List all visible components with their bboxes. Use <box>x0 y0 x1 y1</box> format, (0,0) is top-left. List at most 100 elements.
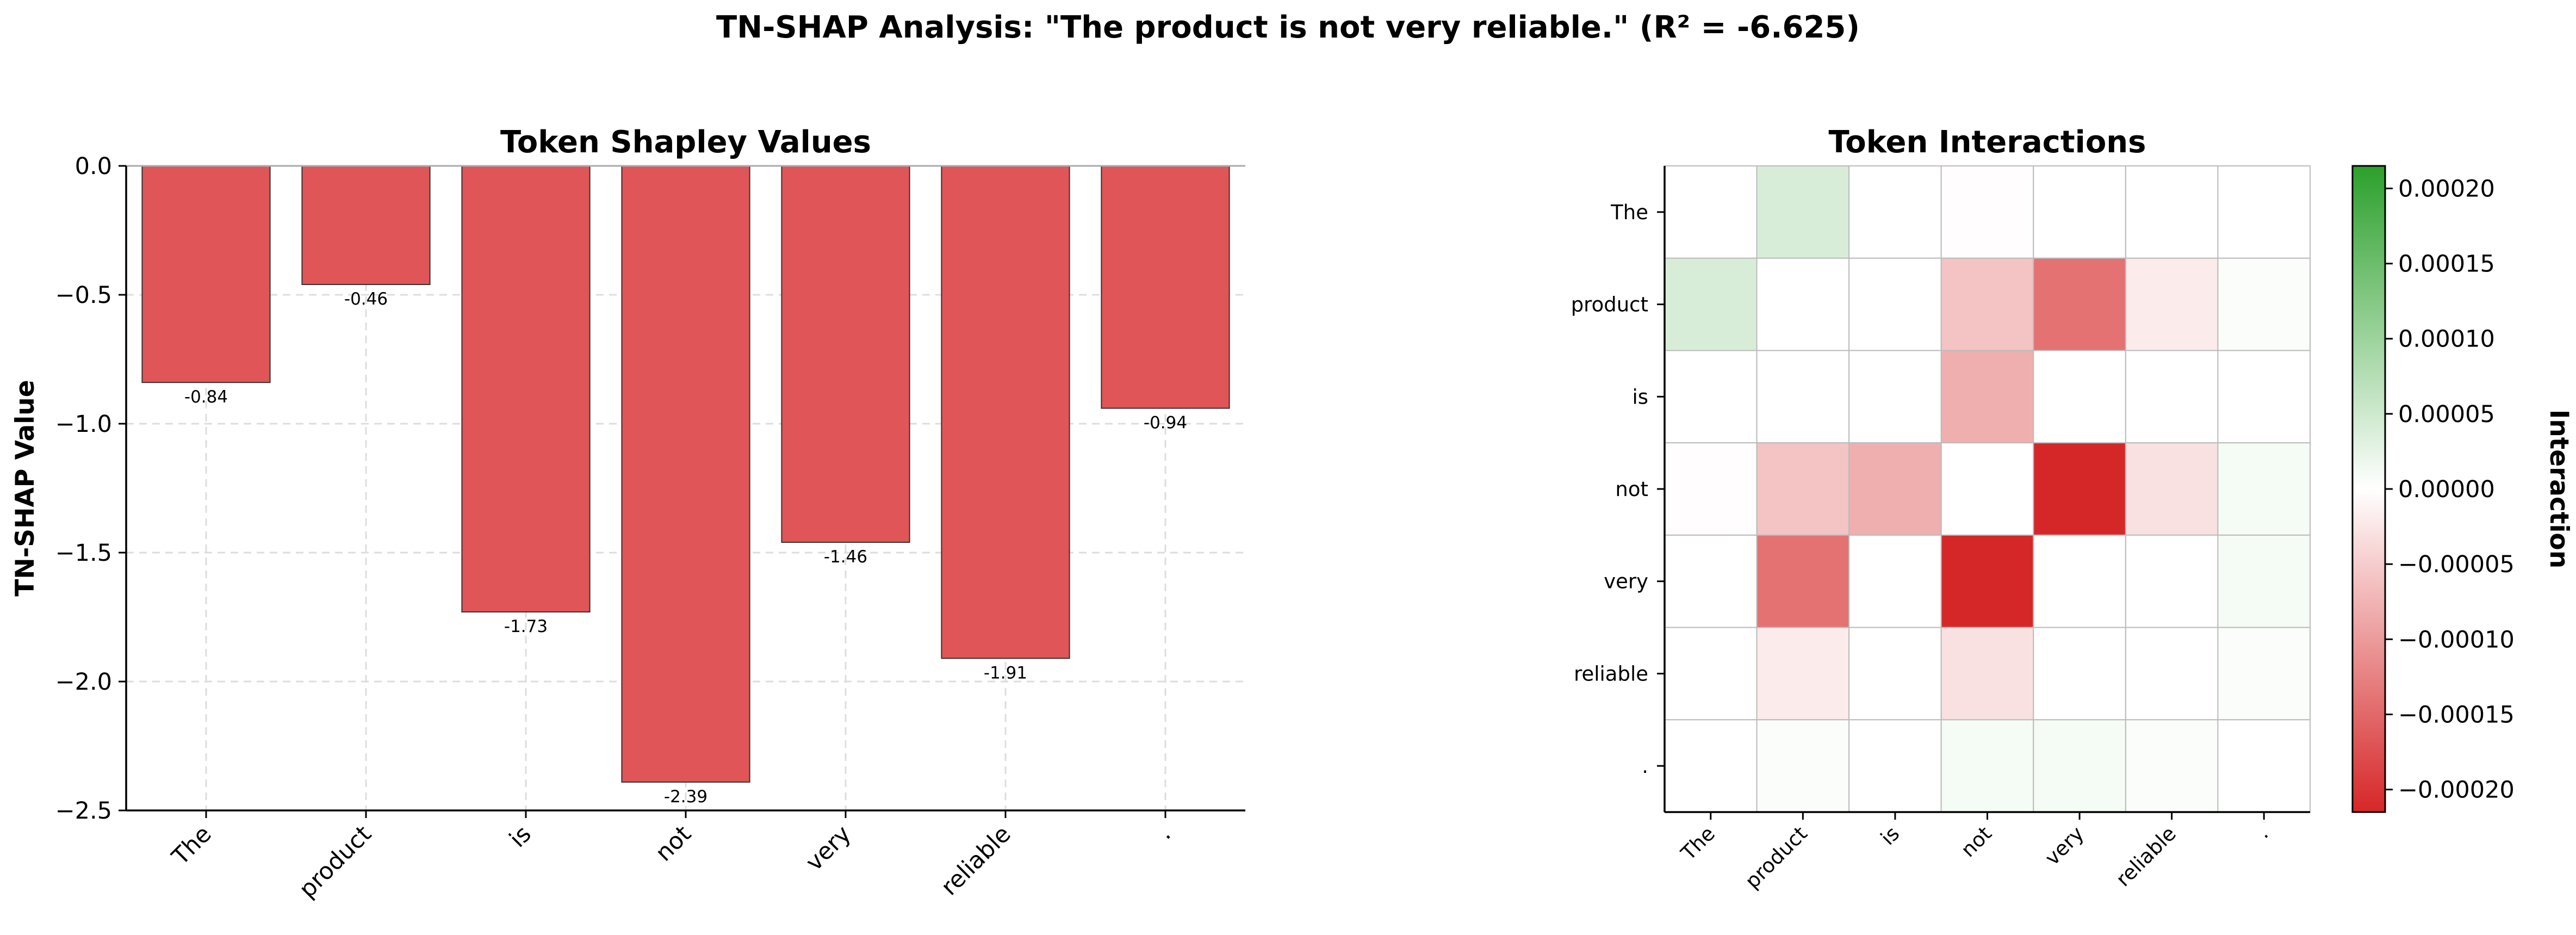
heatmap-cell <box>1940 627 2034 721</box>
heatmap-cell <box>2217 442 2311 536</box>
heatmap-cell <box>1848 350 1942 444</box>
heatmap-cell <box>1848 442 1942 536</box>
colorbar-tick-label: 0.00000 <box>2398 476 2495 503</box>
heatmap-cell <box>2217 350 2311 444</box>
colorbar-tick-label: 0.00010 <box>2398 326 2495 353</box>
heatmap-cell <box>2217 719 2311 813</box>
colorbar-tick-label: −0.00005 <box>2398 551 2515 578</box>
heatmap-cell <box>1756 350 1850 444</box>
heatmap-cell <box>2217 534 2311 628</box>
colorbar: 0.00020 0.00015 0.00010 0.00005 0.00000 −0.00… <box>2351 165 2574 813</box>
y-tick-label: 0.0 <box>75 153 112 180</box>
x-tick-label: very <box>800 820 856 876</box>
x-tick-label: . <box>1152 820 1176 845</box>
heatmap-cell <box>2217 257 2311 351</box>
heatmap-cell <box>2033 442 2126 536</box>
heatmap-row-label: . <box>1642 754 1648 778</box>
y-tick-label: −1.5 <box>55 540 112 567</box>
heatmap-cell <box>2217 627 2311 721</box>
heatmap-cell <box>1756 719 1850 813</box>
heatmap-col-label: very <box>2040 822 2088 870</box>
heatmap-cell <box>2125 442 2219 536</box>
heatmap-cell <box>1664 350 1758 444</box>
heatmap-cell <box>1848 719 1942 813</box>
heatmap-col-label: product <box>1741 822 1812 893</box>
heatmap-col-label: is <box>1876 822 1904 850</box>
heatmap-cell <box>1940 350 2034 444</box>
heatmap-cell <box>1848 257 1942 351</box>
bar-value-label: -0.84 <box>184 387 228 407</box>
bar <box>141 165 271 383</box>
bar <box>301 165 431 286</box>
heatmap-row-label: not <box>1615 478 1648 501</box>
bar <box>941 165 1070 659</box>
heatmap-cell <box>2125 534 2219 628</box>
heatmap-cell <box>1664 719 1758 813</box>
heatmap-cell <box>2033 257 2126 351</box>
bar-chart: -0.84 -0.46 -1.73 -2.39 -1.46 -1.91 -0.94 0.0 −0… <box>10 125 1245 903</box>
bar-value-label: -1.91 <box>984 663 1027 683</box>
heatmap-col-label: The <box>1676 822 1720 865</box>
heatmap-cell <box>2125 627 2219 721</box>
heatmap-cell <box>1664 257 1758 351</box>
x-tick-label: reliable <box>936 820 1016 901</box>
heatmap-col-label: not <box>1957 822 1996 862</box>
heatmap-cell <box>1940 534 2034 628</box>
bar <box>621 165 750 783</box>
heatmap-cell <box>1664 627 1758 721</box>
heatmap-row-label: product <box>1571 293 1648 317</box>
bar <box>1101 165 1230 409</box>
heatmap-cell <box>1848 165 1942 259</box>
figure-title: TN-SHAP Analysis: "The product is not ve… <box>716 10 1860 45</box>
heatmap-chart: The product is not very reliable. The product is… <box>1571 125 2311 893</box>
bar <box>781 165 910 543</box>
heatmap-row-label: The <box>1610 201 1648 224</box>
x-tick-label: is <box>504 820 537 853</box>
heatmap-cell <box>1940 257 2034 351</box>
y-tick-label: −1.0 <box>55 411 112 438</box>
heatmap-cell <box>2125 719 2219 813</box>
y-tick-label: −2.5 <box>55 797 112 825</box>
colorbar-tick-label: 0.00015 <box>2398 251 2495 278</box>
heatmap-cell <box>2125 257 2219 351</box>
heatmap-cell <box>2125 165 2219 259</box>
bar-value-label: -2.39 <box>664 787 707 807</box>
heatmap-cell <box>2033 719 2126 813</box>
colorbar-tick-label: −0.00020 <box>2398 777 2515 804</box>
heatmap-col-label: . <box>2252 822 2273 843</box>
heatmap-row-label: reliable <box>1574 662 1648 685</box>
colorbar-tick-label: 0.00005 <box>2398 401 2495 428</box>
x-tick-label: product <box>294 820 376 903</box>
heatmap-cell <box>1664 534 1758 628</box>
heatmap-row-label: very <box>1604 570 1648 593</box>
heatmap-cell <box>1848 627 1942 721</box>
y-axis-label: TN-SHAP Value <box>10 380 40 596</box>
heatmap-cell <box>2125 350 2219 444</box>
colorbar-tick-label: −0.00015 <box>2398 701 2515 728</box>
heatmap-title: Token Interactions <box>1828 125 2146 160</box>
heatmap-cell <box>2033 627 2126 721</box>
heatmap-cell <box>1940 165 2034 259</box>
colorbar-tick-label: 0.00020 <box>2398 175 2495 202</box>
bar-chart-title: Token Shapley Values <box>500 125 871 160</box>
heatmap-col-label: reliable <box>2112 822 2181 891</box>
y-tick-label: −0.5 <box>55 282 112 309</box>
heatmap-cell <box>1756 534 1850 628</box>
heatmap-cell <box>2033 534 2126 628</box>
bar-value-label: -0.94 <box>1144 413 1187 433</box>
heatmap-cell <box>1664 442 1758 536</box>
x-tick-label: not <box>650 820 697 866</box>
y-tick-label: −2.0 <box>55 668 112 696</box>
x-tick-label: The <box>166 820 217 871</box>
heatmap-cell <box>1848 534 1942 628</box>
bar-value-label: -1.46 <box>824 547 867 567</box>
heatmap-cell <box>2033 165 2126 259</box>
heatmap-cell <box>1940 442 2034 536</box>
heatmap-row-label: is <box>1632 385 1648 408</box>
heatmap-cell <box>1940 719 2034 813</box>
heatmap-cell <box>1756 165 1850 259</box>
bar <box>461 165 591 613</box>
heatmap-cell <box>1756 627 1850 721</box>
heatmap-cell <box>2217 165 2311 259</box>
colorbar-tick-label: −0.00010 <box>2398 626 2515 653</box>
